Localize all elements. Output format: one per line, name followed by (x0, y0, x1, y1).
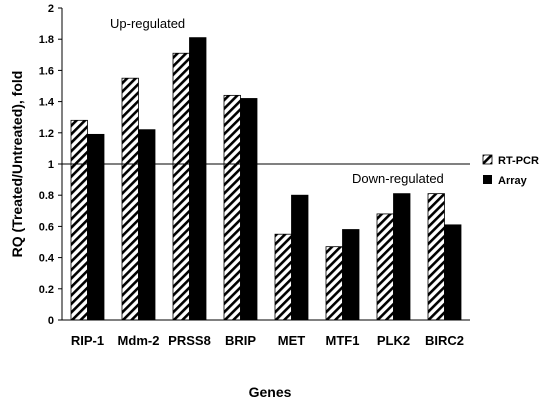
category-label: PLK2 (377, 333, 410, 348)
category-label: Mdm-2 (118, 333, 160, 348)
y-tick-label: 1.2 (39, 128, 54, 140)
y-axis-ticks: 0 0.2 0.4 0.6 0.8 1 1.2 1.4 1.6 1.8 2 (39, 3, 62, 327)
bar-array-prss8 (189, 37, 207, 321)
y-tick-label: 2 (48, 3, 54, 15)
y-tick-label: 0.4 (39, 253, 55, 265)
x-axis-title: Genes (249, 384, 292, 400)
legend-label-rt-pcr: RT-PCR (498, 155, 539, 167)
bar-rt-pcr-mtf1 (325, 246, 343, 321)
y-tick-label: 0.8 (39, 190, 54, 202)
bar-array-mtf1 (342, 229, 360, 321)
y-tick-label: 1 (48, 159, 54, 171)
legend-swatch-array (483, 175, 492, 184)
legend-swatch-rt-pcr (482, 154, 493, 165)
bar-rt-pcr-plk2 (376, 213, 394, 321)
bar-array-rip-1 (87, 133, 105, 321)
bar-array-mdm-2 (138, 129, 156, 321)
bar-array-brip (240, 98, 258, 321)
category-label: RIP-1 (71, 333, 104, 348)
bar-array-birc2 (444, 224, 462, 321)
bar-rt-pcr-met (274, 233, 292, 321)
category-label: PRSS8 (168, 333, 211, 348)
y-tick-label: 0 (48, 315, 54, 327)
y-tick-label: 0.6 (39, 221, 54, 233)
bar-rt-pcr-rip-1 (70, 119, 88, 321)
bar-array-plk2 (393, 193, 411, 321)
bar-rt-pcr-brip (223, 94, 241, 321)
x-axis-category-labels: RIP-1 Mdm-2 PRSS8 BRIP MET MTF1 PLK2 BIRC2 (71, 333, 464, 348)
bar-array-met (291, 194, 309, 321)
annotation-up-regulated: Up-regulated (110, 16, 185, 31)
y-tick-label: 1.4 (39, 97, 55, 109)
y-axis-title: RQ (Treated/Untreated), fold (9, 71, 25, 258)
bar-rt-pcr-prss8 (172, 52, 190, 321)
category-label: BRIP (225, 333, 256, 348)
annotation-down-regulated: Down-regulated (352, 171, 444, 186)
category-label: BIRC2 (425, 333, 464, 348)
y-tick-label: 1.8 (39, 34, 54, 46)
legend: RT-PCR Array (482, 154, 539, 187)
y-tick-label: 1.6 (39, 65, 54, 77)
bar-rt-pcr-birc2 (427, 193, 445, 321)
category-label: MTF1 (326, 333, 360, 348)
legend-label-array: Array (498, 175, 528, 187)
category-label: MET (278, 333, 306, 348)
bar-rt-pcr-mdm-2 (121, 77, 139, 321)
y-tick-label: 0.2 (39, 284, 54, 296)
